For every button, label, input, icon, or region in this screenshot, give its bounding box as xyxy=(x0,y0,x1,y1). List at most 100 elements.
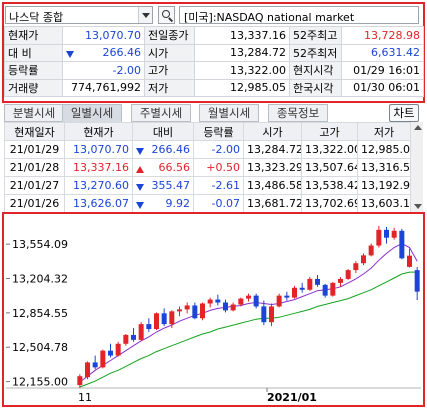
candle-body xyxy=(361,255,366,264)
chevron-down-icon[interactable] xyxy=(138,7,152,23)
candle-body xyxy=(177,309,182,312)
candle-body xyxy=(330,282,336,296)
up-arrow-icon xyxy=(136,166,144,173)
candle-body xyxy=(353,263,359,271)
info-row: 현재가 13,070.70 전일종가 13,337.16 52주최고 13,728.98 xyxy=(4,26,424,45)
candle-body xyxy=(253,295,259,307)
change-cell: 355.47 xyxy=(132,176,194,195)
tab-1[interactable]: 일별시세 xyxy=(62,104,122,122)
open-cell: 13,323.29 xyxy=(243,158,302,177)
column-header[interactable]: 고가 xyxy=(301,122,358,141)
candlestick-chart: 13,554.09 13,204.32 12,854.55 12,504.78 12,1… xyxy=(6,225,421,404)
info-value: 13,284.72 xyxy=(194,43,290,62)
x-axis-label: 11 xyxy=(78,391,92,404)
column-header[interactable]: 현재가 xyxy=(64,122,133,141)
change-cell: 266.46 xyxy=(132,140,194,159)
info-label: 거래량 xyxy=(4,78,63,97)
candle-body xyxy=(85,362,90,378)
info-value: 13,322.00 xyxy=(194,61,290,80)
candle-body xyxy=(414,270,420,292)
search-button[interactable] xyxy=(158,6,175,24)
candle-body xyxy=(292,287,297,298)
table-row[interactable]: 21/01/29 13,070.70 266.46 -2.00 13,284.72 13,… xyxy=(4,140,411,159)
tab-bar: 분별시세 일별시세 주별시세 월별시세 종목정보 차트 xyxy=(4,104,423,122)
candle-body xyxy=(223,302,228,311)
info-value: 12,985.05 xyxy=(194,78,290,97)
low-cell: 13,603.19 xyxy=(357,194,411,213)
date-cell: 21/01/28 xyxy=(4,158,65,177)
search-icon xyxy=(162,10,170,18)
down-arrow-icon xyxy=(136,184,144,191)
y-tick-label: 13,554.09 xyxy=(12,238,68,251)
tab-3[interactable]: 월별시세 xyxy=(199,104,259,122)
candle-body xyxy=(207,299,213,304)
tab-4[interactable]: 종목정보 xyxy=(268,104,328,122)
candle-body xyxy=(230,304,236,311)
info-value: 13,337.16 xyxy=(194,26,290,45)
candle-body xyxy=(246,295,251,299)
info-value: 13,070.70 xyxy=(62,26,145,45)
scroll-up-icon[interactable] xyxy=(414,125,422,130)
table-scrollbar[interactable] xyxy=(410,122,423,212)
info-label: 한국시각 xyxy=(289,78,342,97)
column-header[interactable]: 저가 xyxy=(357,122,411,141)
candle-body xyxy=(284,295,290,298)
date-cell: 21/01/27 xyxy=(4,176,65,195)
candle-body xyxy=(184,305,190,310)
market-combobox[interactable]: 나스닥 종합 xyxy=(5,6,153,24)
candle-body xyxy=(299,287,305,290)
high-cell: 13,702.69 xyxy=(301,194,358,213)
candle-body xyxy=(384,229,389,238)
info-panel-highlight xyxy=(2,2,425,103)
daily-price-table: 현재일자 현재가 대비 등락률 시가 고가 저가 21/01/29 13,070.70 266.4… xyxy=(4,122,411,213)
table-row[interactable]: 21/01/26 13,626.07 9.92 -0.07 13,681.72 13,70… xyxy=(4,194,411,213)
table-row[interactable]: 21/01/28 13,337.16 66.56 +0.50 13,323.29 13,5… xyxy=(4,158,411,177)
candle-body xyxy=(238,298,244,305)
candle-body xyxy=(269,306,274,323)
low-cell: 13,316.52 xyxy=(357,158,411,177)
y-tick-label: 12,155.00 xyxy=(12,376,68,389)
high-cell: 13,538.42 xyxy=(301,176,358,195)
candle-body xyxy=(368,245,374,256)
column-header[interactable]: 등락률 xyxy=(193,122,244,141)
chart-highlight xyxy=(2,212,425,407)
tab-2[interactable]: 주별시세 xyxy=(131,104,191,122)
info-row: 대 비 266.46 시가 13,284.72 52주최저 6,631.42 xyxy=(4,43,424,62)
rate-cell: -0.07 xyxy=(193,194,244,213)
info-value: -2.00 xyxy=(62,61,145,80)
tab-0[interactable]: 분별시세 xyxy=(4,104,64,122)
column-header[interactable]: 시가 xyxy=(243,122,302,141)
instrument-name: [미국]:NASDAQ national market xyxy=(179,6,419,24)
info-label: 전일종가 xyxy=(144,26,195,45)
down-arrow-icon xyxy=(66,51,74,59)
info-value: 6,631.42 xyxy=(341,43,424,62)
candle-body xyxy=(322,284,328,296)
low-cell: 13,192.91 xyxy=(357,176,411,195)
low-cell: 12,985.05 xyxy=(357,140,411,159)
candle-body xyxy=(115,343,121,356)
candle-body xyxy=(399,230,405,259)
column-header[interactable]: 현재일자 xyxy=(4,122,65,141)
candle-body xyxy=(345,270,351,279)
candle-body xyxy=(161,313,167,325)
y-tick-label: 13,204.32 xyxy=(12,273,68,286)
candle-body xyxy=(261,306,267,323)
candle-body xyxy=(315,278,320,285)
info-label: 대 비 xyxy=(4,43,63,62)
price-cell: 13,070.70 xyxy=(64,140,133,159)
candle-body xyxy=(123,334,129,344)
info-value: 01/29 16:01 xyxy=(341,61,424,80)
info-value: 01/30 06:01 xyxy=(341,78,424,97)
candle-body xyxy=(146,324,152,330)
chart-button[interactable]: 차트 xyxy=(389,104,419,122)
x-axis-label: 2021/01 xyxy=(267,391,317,404)
info-value: 774,761,992 xyxy=(62,78,145,97)
info-value: 13,728.98 xyxy=(341,26,424,45)
price-chart[interactable]: 13,554.09 13,204.32 12,854.55 12,504.78 12,1… xyxy=(2,212,425,407)
change-cell: 9.92 xyxy=(132,194,194,213)
column-header[interactable]: 대비 xyxy=(132,122,194,141)
scroll-down-icon[interactable] xyxy=(414,204,422,209)
table-row[interactable]: 21/01/27 13,270.60 355.47 -2.61 13,486.58 13,… xyxy=(4,176,411,195)
price-cell: 13,626.07 xyxy=(64,194,133,213)
candle-body xyxy=(108,350,113,356)
